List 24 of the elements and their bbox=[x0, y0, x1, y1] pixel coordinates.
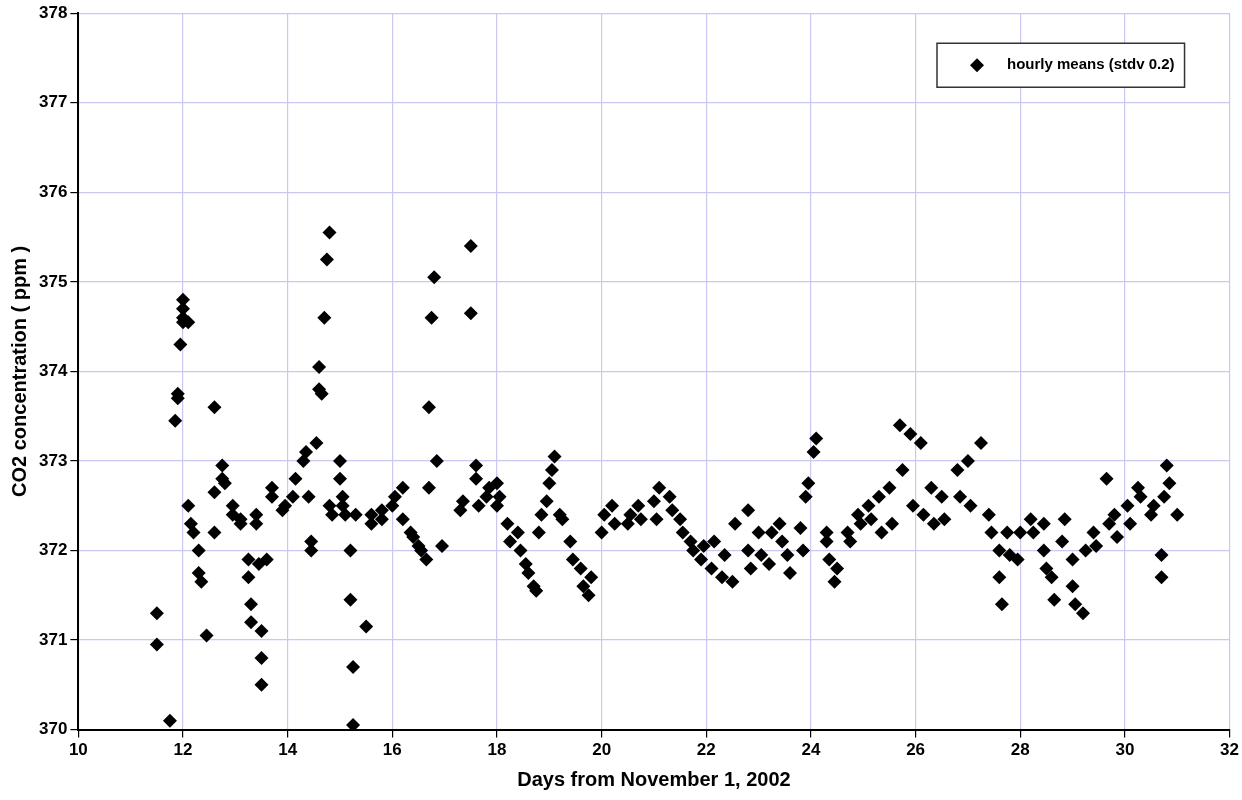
y-tick-label: 373 bbox=[38, 450, 68, 470]
x-tick-label: 20 bbox=[592, 740, 612, 760]
x-tick-label: 32 bbox=[1220, 740, 1240, 760]
y-tick-label: 374 bbox=[38, 361, 68, 381]
x-tick-label: 28 bbox=[1010, 740, 1030, 760]
x-tick-label: 16 bbox=[382, 740, 402, 760]
x-tick-label: 14 bbox=[278, 740, 298, 760]
y-tick-label: 377 bbox=[38, 92, 68, 112]
y-tick-label: 372 bbox=[38, 540, 68, 560]
x-tick-label: 18 bbox=[487, 740, 507, 760]
y-tick-label: 370 bbox=[38, 719, 68, 739]
x-tick-label: 10 bbox=[68, 740, 88, 760]
x-tick-label: 22 bbox=[696, 740, 716, 760]
legend-label: hourly means (stdv 0.2) bbox=[1007, 55, 1175, 73]
y-tick-label: 371 bbox=[38, 629, 68, 649]
x-axis-title: Days from November 1, 2002 bbox=[517, 767, 791, 790]
x-tick-label: 30 bbox=[1115, 740, 1135, 760]
y-tick-label: 378 bbox=[38, 2, 68, 22]
x-tick-label: 24 bbox=[801, 740, 821, 760]
y-tick-label: 376 bbox=[38, 181, 68, 201]
x-tick-label: 12 bbox=[173, 740, 193, 760]
x-tick-label: 26 bbox=[906, 740, 926, 760]
y-tick-label: 375 bbox=[38, 271, 68, 291]
y-axis-title: CO2 concentration ( ppm ) bbox=[7, 245, 30, 497]
